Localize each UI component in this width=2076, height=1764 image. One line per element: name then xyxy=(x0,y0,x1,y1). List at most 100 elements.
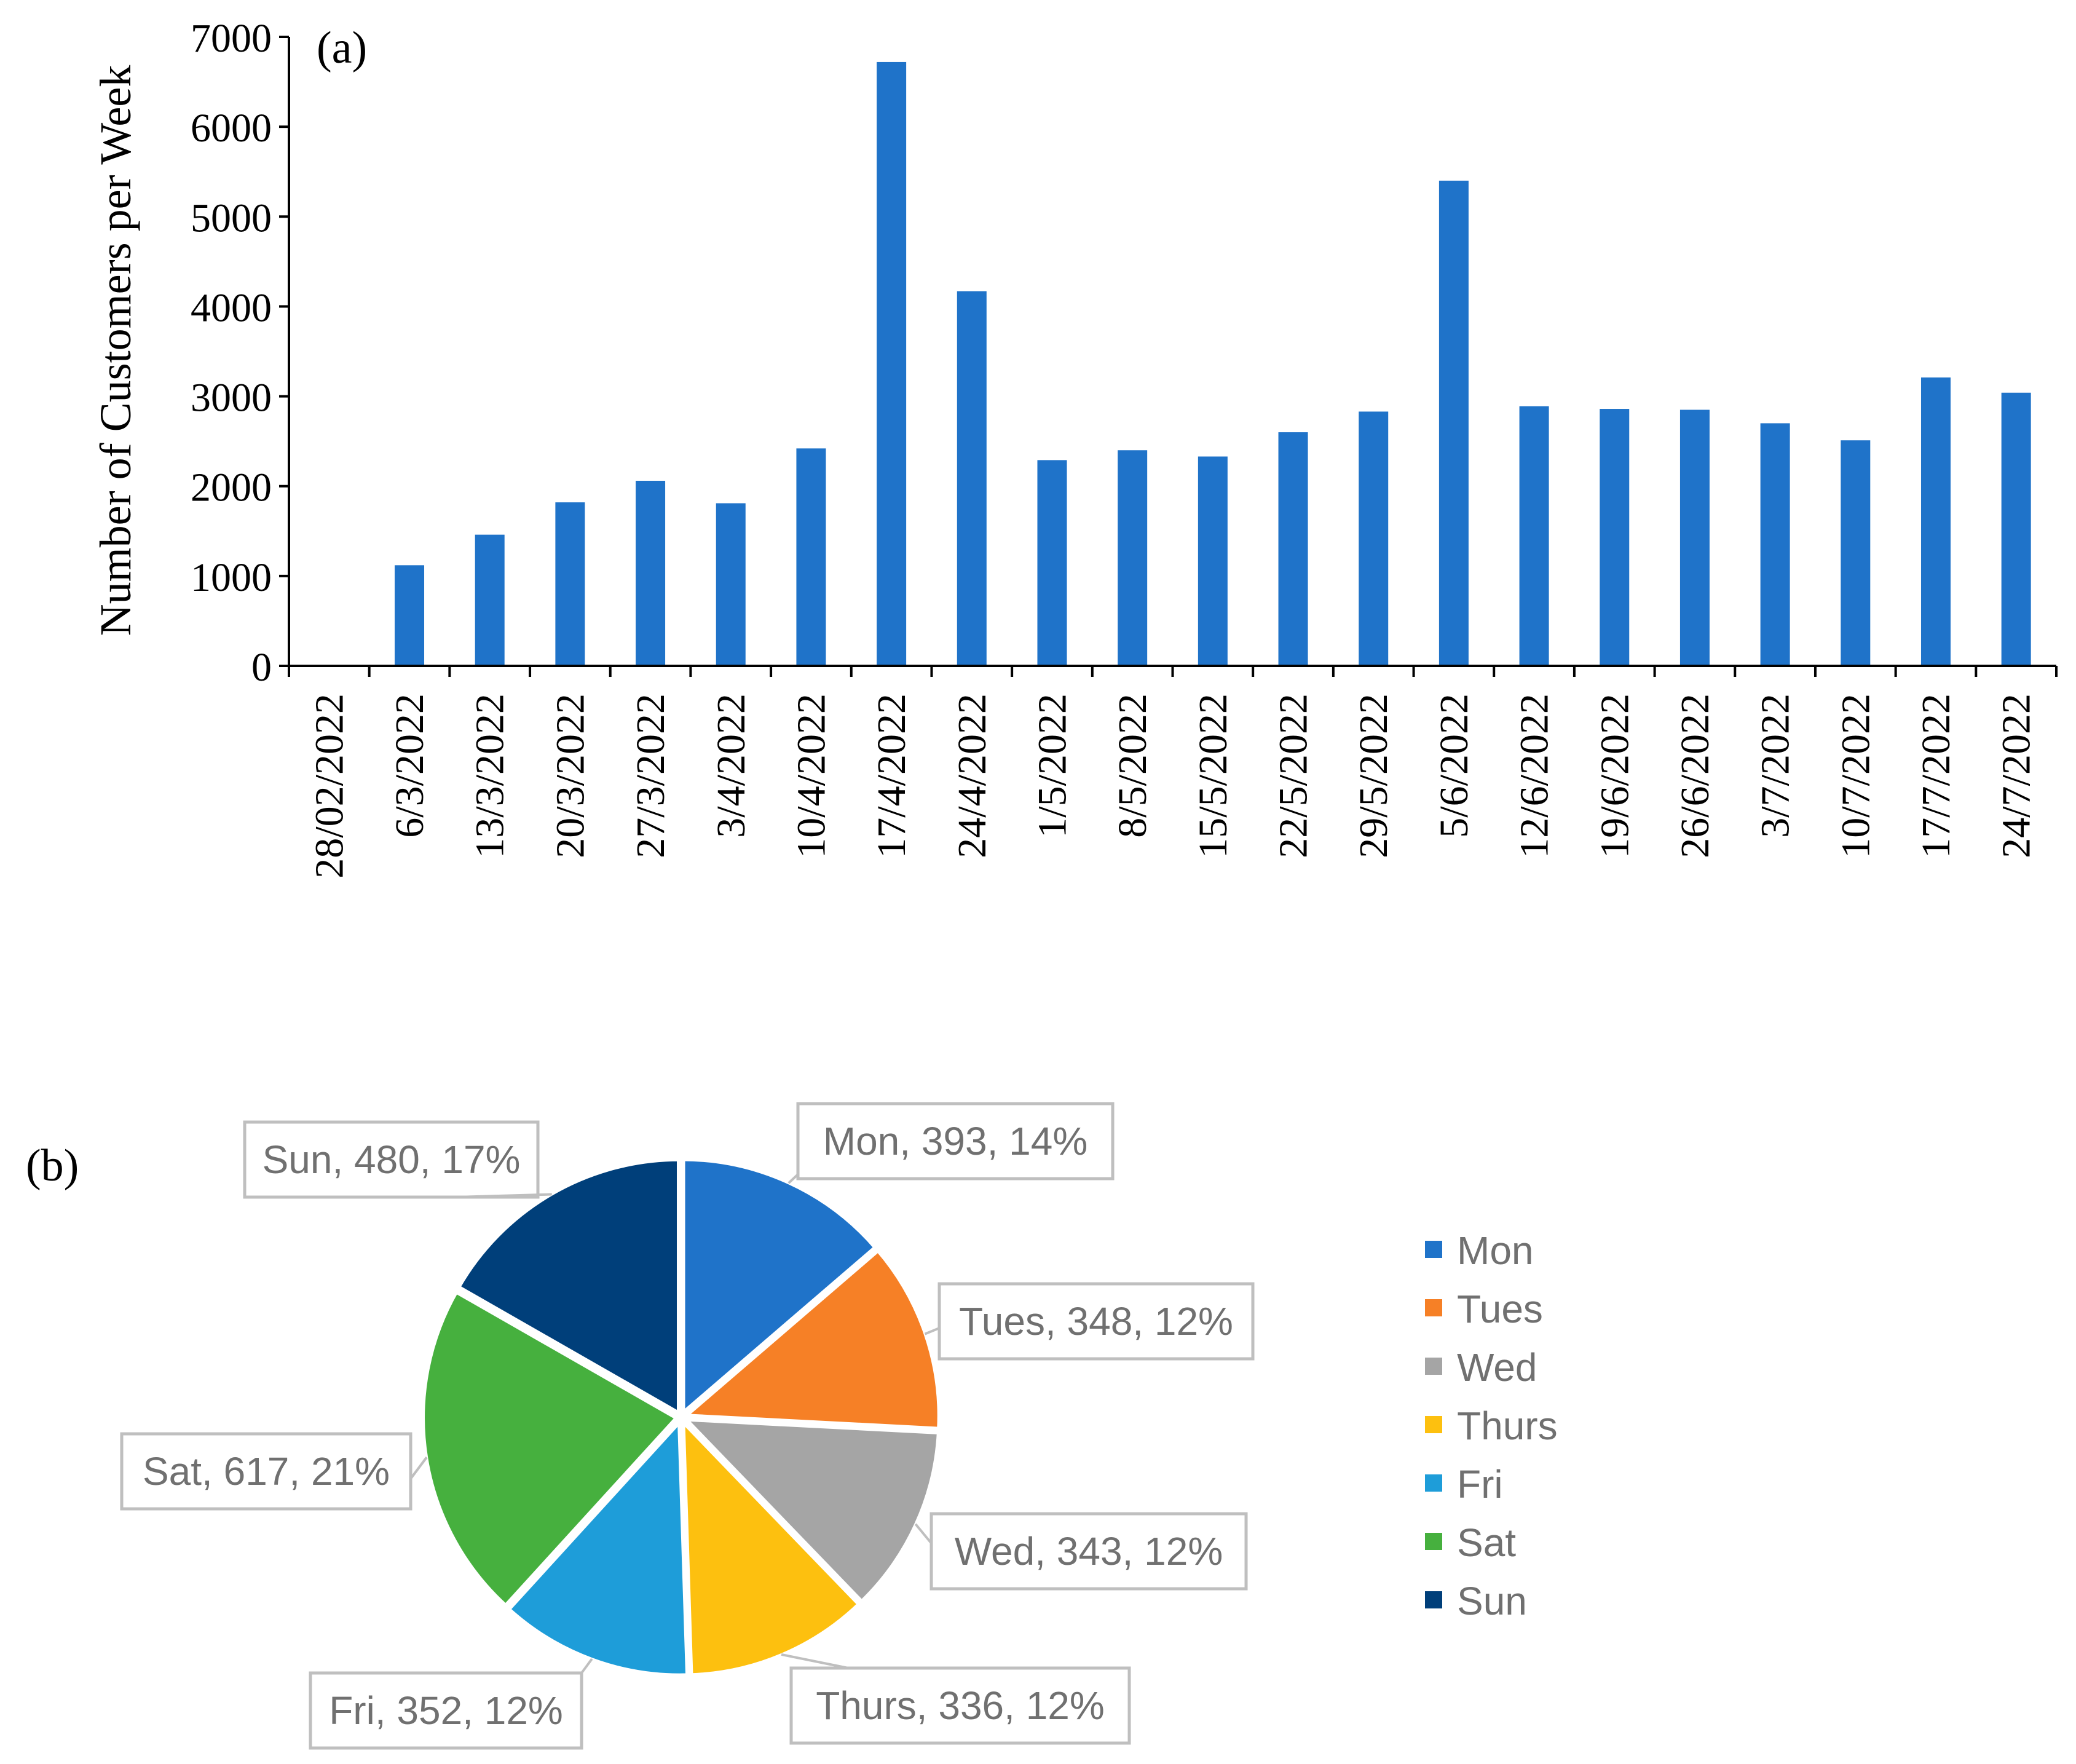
x-tick-label: 17/4/2022 xyxy=(869,694,914,858)
legend-swatch xyxy=(1425,1533,1442,1550)
leader-line xyxy=(409,1456,428,1480)
y-tick-label: 4000 xyxy=(191,285,272,330)
pie-slices xyxy=(420,1156,942,1679)
x-tick-label: 29/5/2022 xyxy=(1351,694,1396,858)
legend-label: Sun xyxy=(1457,1579,1527,1623)
data-label-fri: Fri, 352, 12% xyxy=(309,1658,593,1750)
legend-label: Fri xyxy=(1457,1462,1503,1506)
data-label-box xyxy=(243,1120,540,1199)
data-label-text: Sat, 617, 21% xyxy=(143,1449,390,1493)
y-axis-label: Number of Customers per Week xyxy=(91,65,140,636)
data-label-box xyxy=(929,1512,1248,1591)
leader-line xyxy=(580,1658,593,1674)
data-label-text: Thurs, 336, 12% xyxy=(816,1683,1105,1728)
legend-swatch xyxy=(1425,1299,1442,1316)
x-tick-label: 17/7/2022 xyxy=(1914,694,1959,858)
x-tick-label: 10/7/2022 xyxy=(1833,694,1878,858)
bar xyxy=(475,534,505,666)
x-tick-label: 10/4/2022 xyxy=(789,694,834,858)
data-label-box xyxy=(937,1282,1255,1361)
legend-item-sun: Sun xyxy=(1425,1579,1527,1623)
bar xyxy=(1198,456,1228,666)
legend-item-fri: Fri xyxy=(1425,1462,1503,1506)
data-label-text: Tues, 348, 12% xyxy=(959,1299,1233,1343)
bar xyxy=(957,291,987,666)
pie-chart-panel: (b) Mon, 393, 14% Tues, 348, 12% Wed, 343,… xyxy=(26,1102,1558,1750)
x-tick-label: 15/5/2022 xyxy=(1191,694,1236,858)
y-tick-label: 0 xyxy=(251,645,272,690)
legend-item-thurs: Thurs xyxy=(1425,1404,1558,1448)
x-tick-label: 24/4/2022 xyxy=(950,694,995,858)
data-label-box xyxy=(789,1666,1131,1745)
data-label-wed: Wed, 343, 12% xyxy=(914,1512,1248,1591)
bar xyxy=(1841,440,1871,666)
x-tick-label: 3/4/2022 xyxy=(709,694,754,838)
legend-swatch xyxy=(1425,1416,1442,1433)
x-tick-label: 8/5/2022 xyxy=(1110,694,1155,838)
data-label-text: Mon, 393, 14% xyxy=(823,1119,1088,1163)
leader-line xyxy=(787,1173,799,1184)
bar xyxy=(1519,406,1549,666)
data-label-box xyxy=(309,1671,583,1750)
bar xyxy=(1037,460,1067,666)
y-tick-label: 1000 xyxy=(191,555,272,600)
panel-label-b: (b) xyxy=(26,1141,79,1191)
legend-swatch xyxy=(1425,1358,1442,1375)
x-axis-ticks: 28/02/2022 6/3/2022 13/3/2022 20/3/2022 27/3… xyxy=(288,666,2058,879)
leader-line xyxy=(454,1193,552,1198)
legend-item-sat: Sat xyxy=(1425,1521,1516,1565)
legend-swatch xyxy=(1425,1591,1442,1608)
data-label-tues: Tues, 348, 12% xyxy=(924,1282,1255,1361)
data-label-text: Sun, 480, 17% xyxy=(262,1137,521,1182)
bar xyxy=(1760,423,1790,666)
data-label-sun: Sun, 480, 17% xyxy=(243,1120,552,1199)
bar xyxy=(1278,432,1308,666)
x-tick-label: 12/6/2022 xyxy=(1512,694,1557,858)
bar xyxy=(395,565,425,666)
x-tick-label: 5/6/2022 xyxy=(1432,694,1477,838)
data-label-text: Wed, 343, 12% xyxy=(955,1529,1223,1573)
x-tick-label: 1/5/2022 xyxy=(1030,694,1075,838)
x-tick-label: 6/3/2022 xyxy=(387,694,432,838)
bar xyxy=(2001,392,2031,666)
bar xyxy=(1359,411,1389,666)
x-tick-label: 22/5/2022 xyxy=(1271,694,1316,858)
y-axis-ticks: 0 1000 2000 3000 4000 5000 6000 7000 xyxy=(191,16,289,690)
x-tick-label: 3/7/2022 xyxy=(1753,694,1798,838)
legend-item-tues: Tues xyxy=(1425,1287,1543,1331)
bar xyxy=(796,448,826,666)
data-label-thurs: Thurs, 336, 12% xyxy=(781,1653,1131,1745)
legend-item-mon: Mon xyxy=(1425,1228,1534,1273)
legend-swatch xyxy=(1425,1474,1442,1492)
data-label-sat: Sat, 617, 21% xyxy=(120,1432,428,1511)
data-label-box xyxy=(796,1102,1115,1181)
panel-label-a: (a) xyxy=(317,23,367,73)
pie-legend: Mon Tues Wed Thurs Fri Sat Sun xyxy=(1425,1228,1558,1623)
bar xyxy=(1600,409,1630,666)
bar xyxy=(1920,377,1951,666)
x-tick-label: 13/3/2022 xyxy=(468,694,513,858)
bar xyxy=(555,502,585,666)
bar xyxy=(877,61,907,666)
legend-item-wed: Wed xyxy=(1425,1345,1537,1390)
x-tick-label: 19/6/2022 xyxy=(1592,694,1637,858)
bar xyxy=(1679,409,1710,666)
bar xyxy=(1118,450,1148,666)
legend-swatch xyxy=(1425,1241,1442,1258)
y-tick-label: 2000 xyxy=(191,465,272,510)
bar xyxy=(1439,180,1469,666)
y-tick-label: 6000 xyxy=(191,106,272,151)
y-tick-label: 7000 xyxy=(191,16,272,61)
x-tick-label: 26/6/2022 xyxy=(1673,694,1718,858)
legend-label: Tues xyxy=(1457,1287,1543,1331)
x-tick-label: 27/3/2022 xyxy=(628,694,673,858)
bar xyxy=(716,503,746,666)
legend-label: Mon xyxy=(1457,1228,1534,1273)
x-tick-label: 20/3/2022 xyxy=(548,694,593,858)
leader-line xyxy=(781,1653,849,1669)
data-label-mon: Mon, 393, 14% xyxy=(787,1102,1115,1184)
data-label-box xyxy=(120,1432,412,1511)
x-tick-label: 24/7/2022 xyxy=(1994,694,2039,858)
y-tick-label: 3000 xyxy=(191,376,272,421)
